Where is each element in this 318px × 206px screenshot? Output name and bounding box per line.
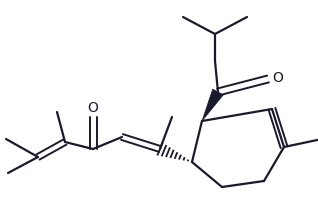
Polygon shape	[202, 90, 223, 121]
Text: O: O	[87, 101, 99, 115]
Text: O: O	[273, 71, 283, 85]
